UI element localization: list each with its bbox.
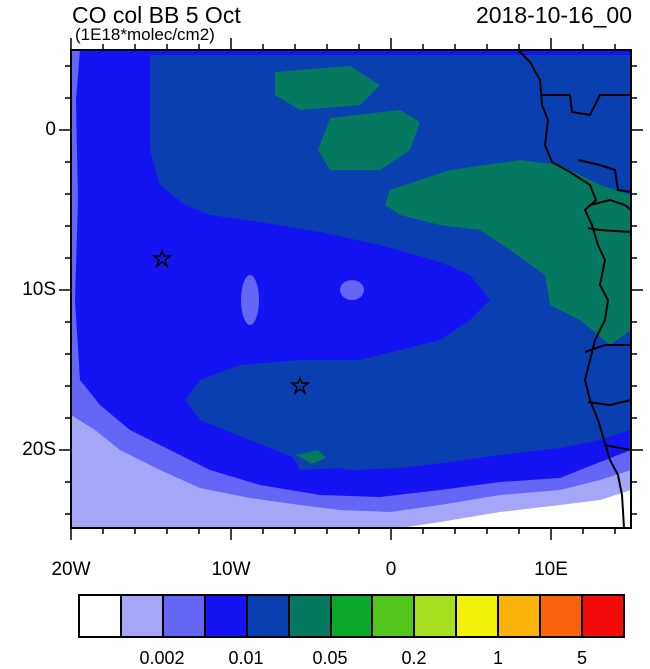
colorbar-label: 0.05 (312, 648, 348, 668)
map-units-subtitle: (1E18*molec/cm2) (75, 25, 215, 44)
colorbar-label: 1 (492, 648, 504, 668)
colorbar-swatch (457, 596, 500, 636)
y-tick-label: 20S (22, 439, 56, 460)
colorbar-swatch (80, 596, 122, 636)
colorbar-swatch (415, 596, 458, 636)
colorbar-swatch (583, 596, 623, 636)
x-tick-label: 0 (385, 559, 397, 580)
colorbar-label: 0.2 (401, 648, 427, 668)
map-timestamp: 2018-10-16_00 (475, 2, 632, 28)
colorbar (78, 594, 625, 638)
x-tick-label: 10E (534, 559, 568, 580)
co-column-field (71, 50, 631, 528)
colorbar-label: 0.01 (228, 648, 264, 668)
star-marker (289, 375, 311, 396)
y-tick-label: 10S (22, 279, 56, 300)
map-title: CO col BB 5 Oct (72, 2, 241, 28)
y-tick-label: 0 (45, 119, 56, 140)
colorbar-swatch (373, 596, 416, 636)
x-tick-label: 10W (211, 559, 251, 580)
colorbar-swatch (121, 596, 164, 636)
field-dark-blue-level (150, 55, 631, 470)
field-patch (340, 280, 364, 300)
colorbar-swatch (331, 596, 374, 636)
field-teal-level (318, 110, 420, 170)
star-marker (151, 248, 173, 269)
field-teal-level (385, 160, 631, 345)
colorbar-swatch (205, 596, 248, 636)
field-teal-level (275, 66, 380, 110)
field-patch (241, 275, 259, 325)
colorbar-label: 0.002 (139, 648, 185, 668)
colorbar-swatch (289, 596, 332, 636)
field-teal-level (296, 450, 326, 464)
coastlines (517, 49, 632, 529)
axis-ticks (59, 38, 643, 540)
colorbar-swatch (247, 596, 290, 636)
colorbar-swatch (499, 596, 542, 636)
colorbar-label: 5 (576, 648, 588, 668)
plot-frame (70, 49, 632, 529)
colorbar-swatch (541, 596, 584, 636)
colorbar-swatch (163, 596, 206, 636)
x-tick-label: 20W (51, 559, 91, 580)
